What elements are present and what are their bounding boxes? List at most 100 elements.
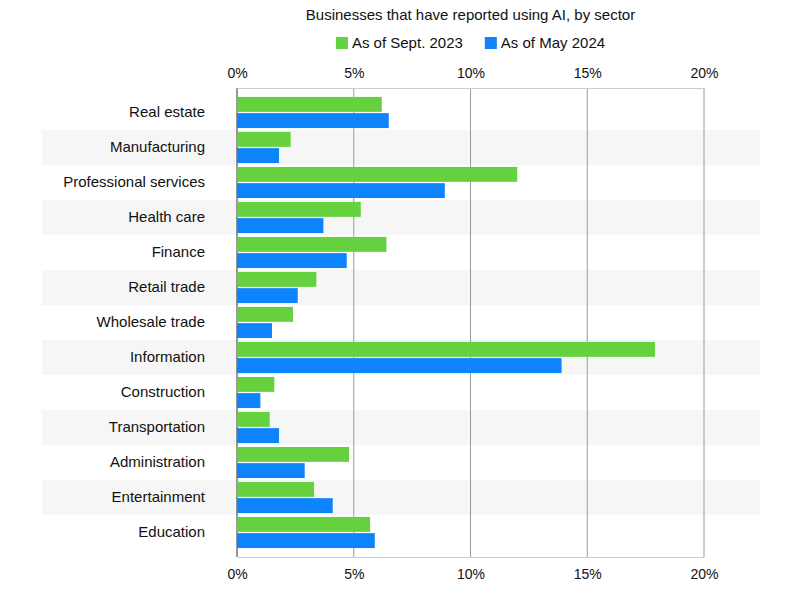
bars [237, 97, 655, 548]
bar-series [237, 97, 655, 532]
category-label: Real estate [129, 103, 205, 120]
row-stripe [42, 340, 760, 375]
tick: 20% [690, 65, 718, 88]
tick-label: 15% [574, 65, 602, 81]
category-label: Retail trade [128, 278, 205, 295]
category-label: Transportation [109, 418, 205, 435]
grid-line [587, 88, 588, 557]
bar [237, 148, 279, 163]
category-label: Professional services [63, 173, 205, 190]
tick: 10% [457, 557, 485, 582]
tick: 15% [574, 557, 602, 582]
grid-line [704, 88, 705, 557]
legend-label: As of May 2024 [501, 34, 605, 51]
bar [237, 113, 389, 128]
bar [237, 237, 386, 252]
legend-item: As of May 2024 [485, 34, 605, 51]
tick: 5% [344, 557, 364, 582]
x-axis-bottom: 0% 5% 10% 15% 20% [227, 557, 718, 582]
grid [237, 88, 704, 557]
row-stripes [42, 130, 760, 515]
category-label: Information [130, 348, 205, 365]
tick: Professional services [63, 173, 237, 190]
bar [237, 412, 270, 427]
bar [237, 218, 323, 233]
tick-label: 20% [690, 65, 718, 81]
tick-label: 0% [227, 65, 247, 81]
bar-series [237, 113, 562, 548]
bar [237, 97, 382, 112]
category-label: Administration [110, 453, 205, 470]
bar [237, 393, 260, 408]
bar [237, 132, 291, 147]
row-stripe [42, 200, 760, 235]
tick: Administration [110, 453, 237, 470]
tick-label: 20% [690, 566, 718, 582]
tick-label: 5% [344, 566, 364, 582]
bar [237, 272, 316, 287]
tick: Real estate [129, 103, 237, 120]
category-label: Wholesale trade [97, 313, 205, 330]
axis-line [238, 88, 705, 89]
legend: As of Sept. 2023 As of May 2024 [336, 34, 605, 51]
bar [237, 167, 517, 182]
category-label: Health care [128, 208, 205, 225]
tick: Manufacturing [110, 138, 237, 155]
row-stripe [42, 270, 760, 305]
bar [237, 498, 333, 513]
legend-label: As of Sept. 2023 [352, 34, 463, 51]
legend-swatch [485, 37, 497, 49]
bar [237, 533, 375, 548]
row-stripe [42, 410, 760, 445]
tick: Health care [128, 208, 237, 225]
bar [237, 358, 562, 373]
row-stripe [42, 480, 760, 515]
tick-label: 10% [457, 566, 485, 582]
tick-label: 0% [227, 566, 247, 582]
tick: Retail trade [128, 278, 237, 295]
tick: Finance [152, 243, 237, 260]
tick: 0% [227, 65, 247, 88]
bar [237, 463, 305, 478]
category-label: Finance [152, 243, 205, 260]
tick: 20% [690, 557, 718, 582]
tick-label: 5% [344, 65, 364, 81]
tick: Education [138, 523, 237, 540]
chart: 0% 5% 10% 15% 20% 0% 5% 10% 15% 20% Real estate Man… [0, 0, 800, 600]
category-label: Education [138, 523, 205, 540]
y-axis: Real estate Manufacturing Professional ser… [63, 103, 237, 540]
bar [237, 428, 279, 443]
tick: Construction [121, 383, 237, 400]
tick: 5% [344, 65, 364, 88]
grid-line [353, 88, 354, 557]
bar [237, 183, 445, 198]
bar [237, 288, 298, 303]
tick: 15% [574, 65, 602, 88]
tick: Information [130, 348, 237, 365]
grid-line [470, 88, 471, 557]
legend-item: As of Sept. 2023 [336, 34, 463, 51]
title: Businesses that have reported using AI, … [306, 6, 635, 23]
legend-swatch [336, 37, 348, 49]
bar [237, 447, 349, 462]
axis-line [238, 557, 705, 558]
bar [237, 202, 361, 217]
tick: 0% [227, 557, 247, 582]
bar [237, 342, 655, 357]
bar [237, 253, 347, 268]
tick: Entertainment [112, 488, 237, 505]
category-label: Manufacturing [110, 138, 205, 155]
row-stripe [42, 130, 760, 165]
category-label: Construction [121, 383, 205, 400]
bar [237, 323, 272, 338]
bar [237, 377, 274, 392]
category-label: Entertainment [112, 488, 206, 505]
tick: Transportation [109, 418, 237, 435]
bar [237, 517, 370, 532]
tick: Wholesale trade [97, 313, 237, 330]
bar [237, 307, 293, 322]
tick-label: 15% [574, 566, 602, 582]
tick: 10% [457, 65, 485, 88]
tick-label: 10% [457, 65, 485, 81]
x-axis-top: 0% 5% 10% 15% 20% [227, 65, 718, 89]
